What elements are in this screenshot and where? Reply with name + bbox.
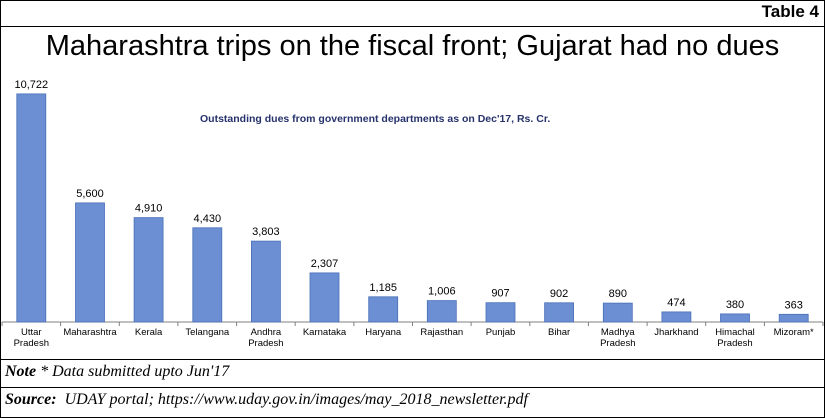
data-label: 1,185 bbox=[369, 282, 397, 294]
category-label: Punjab bbox=[486, 327, 516, 338]
data-label: 902 bbox=[550, 288, 568, 300]
category-label: Andhra bbox=[251, 327, 282, 338]
figure-title: Maharashtra trips on the fiscal front; G… bbox=[45, 30, 780, 62]
bar bbox=[133, 217, 164, 323]
bar bbox=[192, 227, 223, 323]
bar bbox=[250, 240, 281, 323]
bar bbox=[544, 302, 574, 323]
source-text: UDAY portal; https://www.uday.gov.in/ima… bbox=[56, 391, 528, 408]
table-number: Table 4 bbox=[761, 2, 819, 21]
category-label: Kerala bbox=[135, 327, 163, 338]
bar bbox=[75, 202, 105, 323]
bar bbox=[426, 300, 457, 323]
bar bbox=[368, 296, 399, 323]
data-label: 5,600 bbox=[76, 188, 104, 200]
data-label: 474 bbox=[667, 297, 685, 309]
data-label: 3,803 bbox=[252, 226, 280, 238]
category-label: Telangana bbox=[185, 327, 230, 338]
data-label: 10,722 bbox=[14, 79, 48, 91]
top-divider bbox=[0, 26, 825, 27]
data-label: 4,430 bbox=[194, 213, 222, 225]
source-divider bbox=[0, 387, 825, 388]
note-label: Note bbox=[5, 363, 37, 380]
bar bbox=[661, 311, 692, 323]
category-label: Mizoram* bbox=[774, 327, 814, 338]
data-label: 2,307 bbox=[311, 258, 339, 270]
data-label: 363 bbox=[785, 299, 803, 311]
note-divider bbox=[0, 359, 825, 360]
bar bbox=[778, 313, 809, 323]
category-label: Madhya bbox=[601, 327, 636, 338]
category-label: Maharashtra bbox=[63, 327, 117, 338]
bar bbox=[602, 302, 633, 323]
data-label: 4,910 bbox=[135, 203, 163, 215]
category-label: Karnataka bbox=[303, 327, 347, 338]
source: Source: UDAY portal; https://www.uday.go… bbox=[5, 391, 528, 409]
chart-subtitle: Outstanding dues from government departm… bbox=[200, 113, 551, 125]
note: Note * Data submitted upto Jun'17 bbox=[5, 363, 229, 381]
category-label: Himachal bbox=[715, 327, 755, 338]
category-label: Pradesh bbox=[248, 338, 283, 349]
category-label: Jharkhand bbox=[654, 327, 698, 338]
data-label: 907 bbox=[491, 288, 509, 300]
category-label: Pradesh bbox=[14, 338, 49, 349]
source-label: Source: bbox=[5, 391, 57, 408]
bar bbox=[16, 93, 47, 323]
bar bbox=[485, 302, 516, 323]
data-label: 890 bbox=[609, 288, 627, 300]
category-label: Pradesh bbox=[717, 338, 752, 349]
bar bbox=[720, 313, 750, 323]
category-label: Pradesh bbox=[600, 338, 635, 349]
bar bbox=[309, 272, 340, 323]
category-label: Rajasthan bbox=[420, 327, 463, 338]
note-text: * Data submitted upto Jun'17 bbox=[36, 363, 230, 380]
category-label: Uttar bbox=[21, 327, 42, 338]
category-label: Haryana bbox=[365, 327, 402, 338]
category-label: Bihar bbox=[548, 327, 570, 338]
data-label: 380 bbox=[726, 299, 744, 311]
data-label: 1,006 bbox=[428, 286, 456, 298]
